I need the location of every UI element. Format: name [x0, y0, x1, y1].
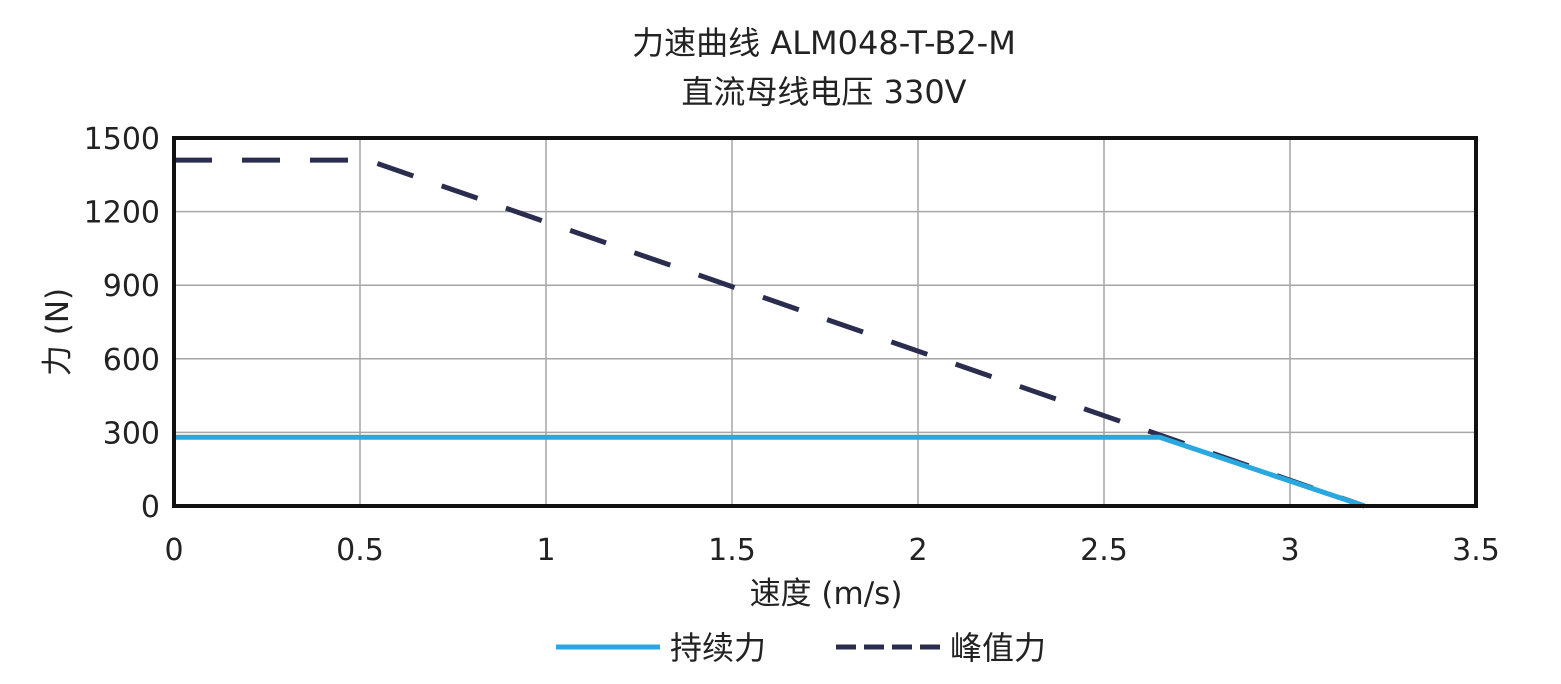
x-tick-label: 3.5 — [1452, 533, 1500, 568]
continuous-force-line — [174, 434, 1366, 509]
y-tick-label: 300 — [103, 416, 160, 451]
y-tick-label: 0 — [141, 490, 160, 525]
x-tick-label: 0 — [164, 533, 183, 568]
legend: 持续力 峰值力 — [556, 629, 1046, 667]
grid-lines — [173, 137, 1477, 507]
x-tick-label: 3 — [1280, 533, 1299, 568]
chart-title: 力速曲线 ALM048-T-B2-M — [632, 24, 1016, 62]
y-tick-label: 600 — [103, 343, 160, 378]
y-axis-label: 力 (N) — [40, 288, 76, 376]
y-tick-label: 1200 — [84, 196, 160, 231]
series-lines — [174, 157, 1366, 509]
x-tick-label: 1.5 — [708, 533, 756, 568]
y-tick-label: 1500 — [84, 122, 160, 157]
plot-frame — [172, 136, 1478, 508]
x-tick-labels: 0 0.5 1 1.5 2 2.5 3 3.5 — [164, 533, 1499, 568]
y-tick-label: 900 — [103, 269, 160, 304]
x-tick-label: 0.5 — [336, 533, 384, 568]
x-axis-label: 速度 (m/s) — [750, 576, 903, 612]
x-tick-label: 1 — [536, 533, 555, 568]
legend-label: 峰值力 — [950, 629, 1046, 667]
legend-label: 持续力 — [670, 629, 766, 667]
peak-force-line — [174, 157, 1366, 509]
chart-subtitle: 直流母线电压 330V — [681, 73, 966, 111]
x-tick-label: 2 — [908, 533, 927, 568]
y-tick-labels: 0 300 600 900 1200 1500 — [84, 122, 160, 525]
x-tick-label: 2.5 — [1080, 533, 1128, 568]
